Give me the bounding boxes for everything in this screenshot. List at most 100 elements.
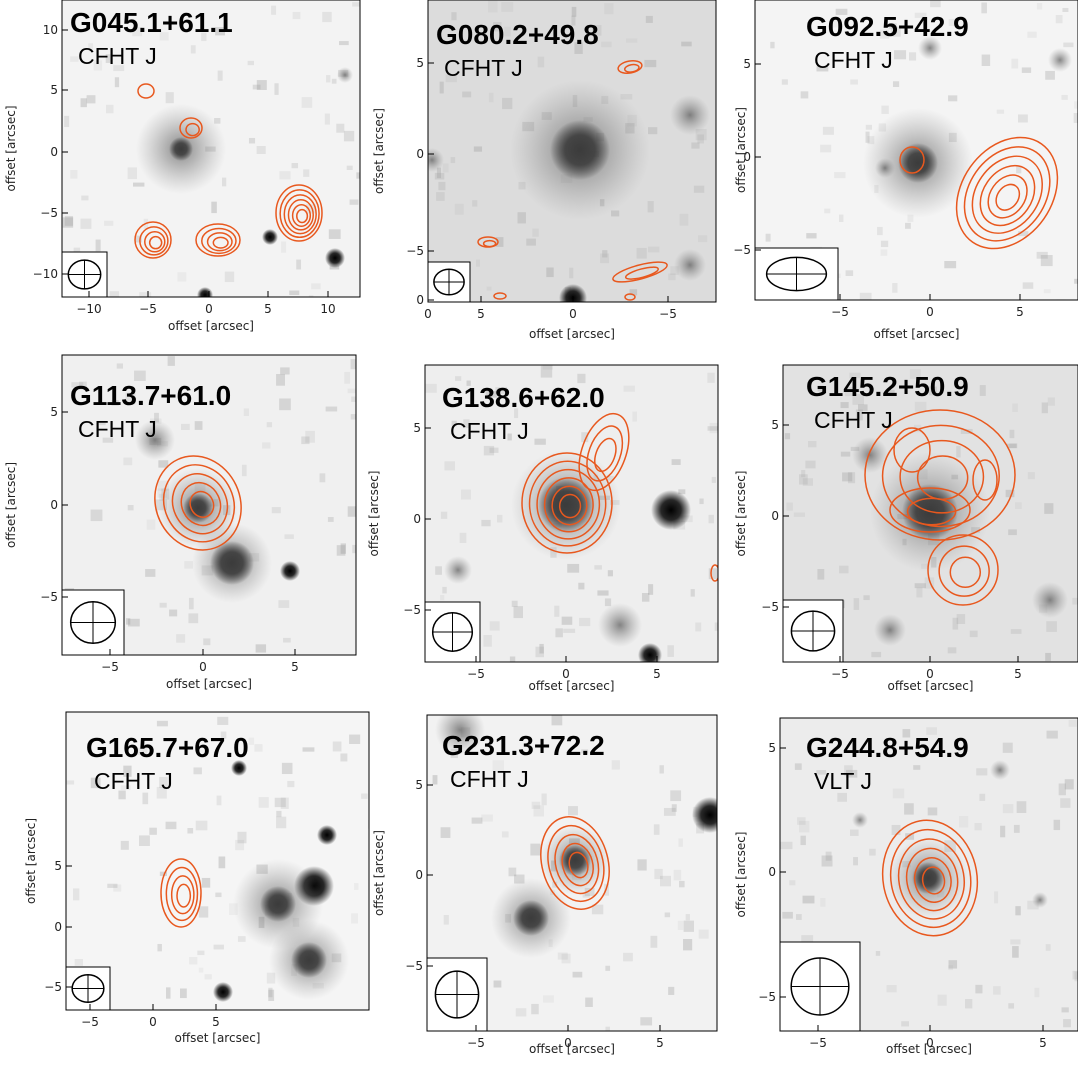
noise [1074,101,1078,109]
noise [623,952,633,962]
noise [352,2,360,7]
noise [515,1008,527,1017]
noise [839,565,849,574]
contour [283,194,317,235]
noise [671,804,677,812]
noise [256,146,266,154]
noise [695,128,707,141]
source [317,825,337,845]
noise [620,93,633,100]
noise [629,289,638,296]
panel-title: G045.1+61.1 [70,7,233,38]
x-tick-label: 10 [320,302,335,316]
noise [678,489,686,495]
y-tick-label: 5 [415,778,423,792]
noise [1036,251,1048,259]
noise [667,645,674,657]
noise [948,19,959,26]
noise [425,383,437,393]
noise [863,595,870,601]
noise [176,634,186,643]
noise [436,167,441,179]
noise [135,235,142,243]
contour [881,819,979,937]
noise [611,760,620,770]
noise [678,838,683,847]
noise [956,446,961,458]
noise [214,118,221,124]
noise [543,995,554,1003]
contour [139,226,169,256]
noise [471,817,483,824]
noise [709,422,718,434]
noise [142,792,149,805]
noise [289,290,300,296]
panel-band: CFHT J [814,407,893,433]
y-tick-label: 0 [416,293,424,307]
x-tick-label: 5 [212,1015,220,1029]
noise [322,11,332,23]
noise [904,803,914,815]
noise [605,1026,610,1031]
source [337,67,353,83]
noise [224,271,235,283]
noise [305,430,315,443]
noise [607,570,613,577]
noise [956,614,966,625]
noise [1010,629,1022,634]
noise [254,744,263,752]
noise [1074,971,1078,982]
contour [201,227,237,255]
noise [886,985,897,993]
noise [440,827,451,838]
frame [779,717,1078,1032]
noise [1068,720,1077,727]
source [540,825,610,895]
noise [486,286,492,291]
noise [187,828,194,834]
noise [271,507,281,514]
noise [821,855,833,867]
noise [118,790,126,800]
noise [501,831,509,838]
noise [243,408,249,416]
contour [995,183,1021,211]
noise [308,295,314,297]
noise [459,532,467,544]
noise [159,871,167,876]
noise [849,372,861,379]
noise [802,478,814,486]
noise [216,795,222,806]
noise [154,412,159,423]
y-tick-label: 0 [768,865,776,879]
x-tick-label: 5 [1016,305,1024,319]
noise [845,769,858,778]
panel-band: CFHT J [78,416,157,442]
noise [1022,282,1034,289]
image [62,0,360,297]
noise [892,283,898,293]
noise [1045,652,1051,662]
x-axis-label: offset [arcsec] [168,319,254,333]
noise [113,65,125,72]
noise [800,835,806,846]
noise [356,172,360,179]
noise [221,177,227,187]
y-tick-label: −5 [758,990,776,1004]
noise [770,41,775,49]
noise [88,43,94,52]
noise [95,239,101,252]
noise [716,966,717,975]
noise [541,793,547,806]
noise [605,965,611,971]
source [135,420,175,460]
noise [204,974,212,980]
noise [582,893,590,898]
image [62,355,356,655]
noise [902,729,911,738]
noise [1018,231,1029,237]
noise [1010,939,1021,945]
noise [1009,443,1018,449]
noise [1063,1019,1071,1028]
x-axis-label: offset [arcsec] [874,327,960,341]
